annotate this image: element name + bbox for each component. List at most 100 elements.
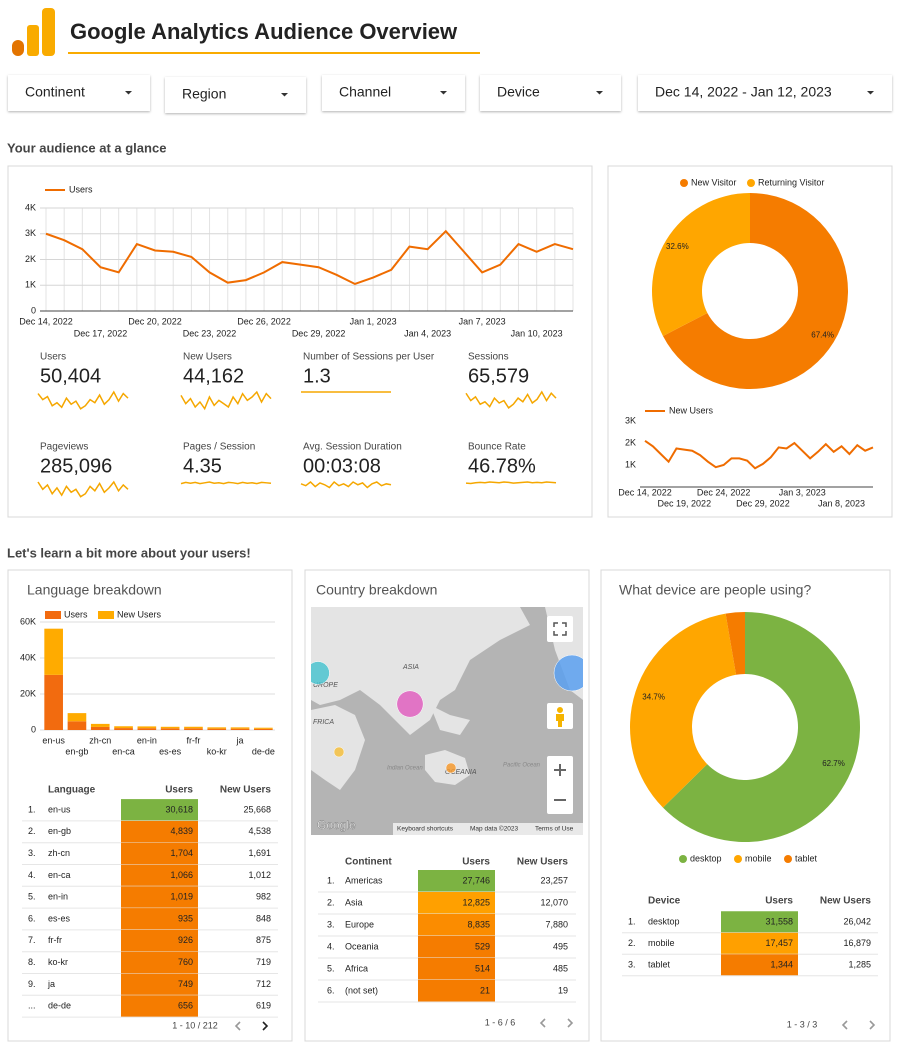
row-users: 27,746 (462, 875, 490, 885)
pagination: 1 - 10 / 212 (172, 1020, 218, 1030)
card-title: What device are people using? (619, 582, 811, 598)
row-new-users: 619 (256, 1001, 271, 1011)
x-tick-label: fr-fr (186, 735, 200, 745)
row-name: Europe (345, 919, 374, 929)
x-tick-label: en-ca (112, 746, 135, 756)
bar (230, 728, 250, 730)
x-tick-label: zh-cn (89, 735, 111, 745)
heat-cell (121, 995, 198, 1018)
x-tick-label: Dec 17, 2022 (74, 328, 128, 338)
bar (230, 727, 250, 729)
line-series (644, 439, 874, 470)
bar (67, 721, 87, 730)
prev-page[interactable] (262, 1021, 269, 1031)
x-tick-label: Dec 26, 2022 (237, 316, 291, 326)
row-name: (not set) (345, 985, 378, 995)
pie-slice (725, 611, 745, 675)
column-header: Users (165, 785, 193, 796)
row-name: mobile (648, 938, 675, 948)
filter-dropdown[interactable] (638, 75, 892, 111)
row-name: de-de (48, 1001, 71, 1011)
y-tick-label: 0 (31, 724, 36, 734)
legend-swatch (747, 179, 755, 187)
map-attribution: Map data ©2023 (470, 825, 519, 833)
column-header: New Users (517, 857, 569, 868)
row-users: 12,825 (462, 897, 490, 907)
sparkline (465, 390, 557, 409)
row-new-users: 23,257 (540, 875, 568, 885)
heat-cell (418, 870, 495, 892)
column-header: Device (648, 896, 681, 907)
column-header: New Users (220, 785, 272, 796)
row-name: Africa (345, 963, 368, 973)
row-new-users: 848 (256, 913, 271, 923)
prev-page[interactable] (567, 1018, 574, 1028)
next-page[interactable] (539, 1018, 546, 1028)
filter-label: Continent (25, 84, 85, 100)
kpi-value: 00:03:08 (303, 455, 381, 477)
map-button[interactable] (547, 616, 573, 642)
row-name: desktop (648, 916, 680, 926)
filter-dropdown[interactable] (165, 77, 306, 113)
filter-dropdown[interactable] (8, 75, 150, 111)
x-tick-label: Dec 14, 2022 (19, 316, 73, 326)
legend-swatch (784, 855, 792, 863)
y-tick-label: 1K (625, 459, 636, 469)
row-name: Oceania (345, 941, 379, 951)
kpi-value: 65,579 (468, 365, 529, 387)
kpi-label: Pages / Session (183, 442, 255, 453)
map-label: UROPE (313, 682, 338, 689)
page-title: Google Analytics Audience Overview (70, 19, 458, 44)
map-label: OCEANIA (445, 769, 477, 776)
x-tick-label: en-us (42, 735, 65, 745)
filter-dropdown[interactable] (322, 75, 465, 111)
kpi-label: Avg. Session Duration (303, 442, 402, 453)
next-page[interactable] (841, 1020, 848, 1030)
x-tick-label: Jan 1, 2023 (350, 316, 397, 326)
heat-cell (418, 936, 495, 958)
row-name: ja (47, 979, 55, 989)
legend-label: tablet (795, 853, 818, 863)
row-new-users: 1,012 (248, 870, 271, 880)
x-tick-label: Dec 24, 2022 (697, 487, 751, 497)
legend-label: Users (69, 184, 93, 194)
pie-slice (652, 193, 750, 337)
row-index: 2. (628, 938, 636, 948)
heat-cell (121, 908, 198, 930)
pegman (556, 707, 564, 727)
row-index: 2. (327, 897, 335, 907)
legend-swatch (45, 611, 61, 619)
row-new-users: 25,668 (243, 804, 271, 814)
row-index: 3. (327, 919, 335, 929)
heat-cell (721, 911, 798, 933)
kpi-value: 50,404 (40, 365, 101, 387)
row-users: 514 (475, 963, 490, 973)
kpi-label: Sessions (468, 352, 509, 363)
x-tick-label: en-in (137, 735, 157, 745)
pagination: 1 - 6 / 6 (485, 1017, 516, 1027)
heat-cell (418, 958, 495, 980)
row-users: 529 (475, 941, 490, 951)
heat-cell (121, 799, 198, 821)
row-index: ... (28, 1001, 36, 1011)
row-new-users: 982 (256, 892, 271, 902)
row-index: 7. (28, 935, 36, 945)
fullscreen-icon (553, 622, 567, 636)
filter-label: Channel (339, 84, 391, 100)
row-index: 4. (327, 941, 335, 951)
row-new-users: 4,538 (248, 826, 271, 836)
row-name: zh-cn (48, 848, 70, 858)
filter-dropdown[interactable] (480, 75, 621, 111)
zoom-buttons[interactable] (547, 756, 573, 814)
column-header: Language (48, 785, 96, 796)
next-page[interactable] (234, 1021, 241, 1031)
map-attribution: Terms of Use (535, 826, 574, 833)
legend-swatch (98, 611, 114, 619)
heat-cell (721, 932, 798, 955)
data-label: 62.7% (822, 759, 845, 768)
row-users: 760 (178, 957, 193, 967)
row-index: 6. (28, 913, 36, 923)
map-attribution: Keyboard shortcuts (397, 826, 454, 833)
row-index: 3. (628, 959, 636, 969)
prev-page[interactable] (869, 1020, 876, 1030)
